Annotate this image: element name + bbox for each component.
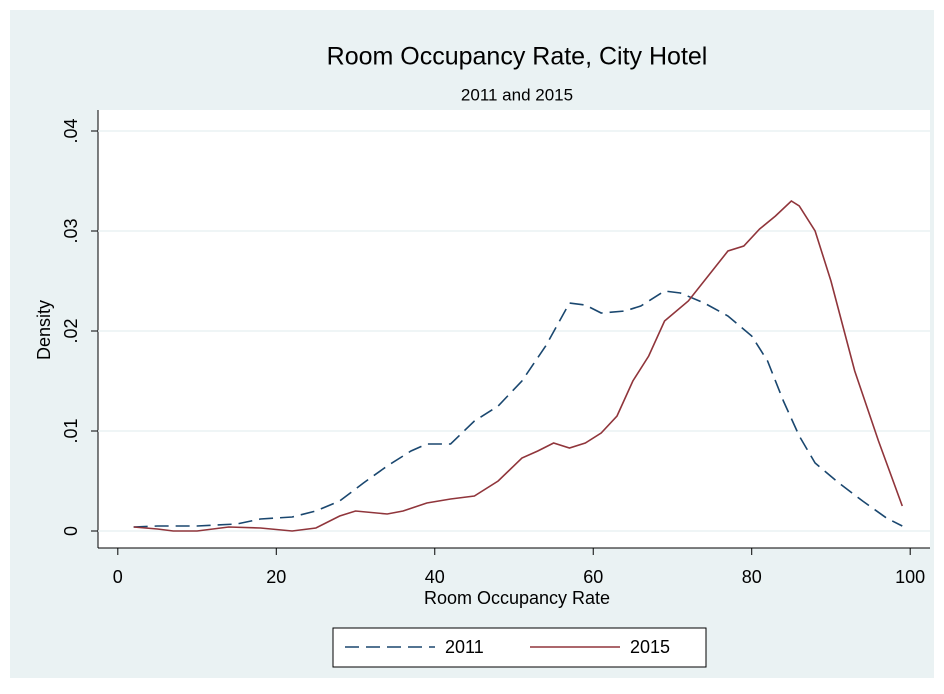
x-tick-label: 100 — [895, 567, 925, 587]
series-line — [133, 199, 904, 532]
y-tick-label: .03 — [61, 218, 81, 243]
legend-label: 2015 — [630, 637, 670, 657]
chart-title: Room Occupancy Rate, City Hotel — [327, 43, 708, 71]
plot-area — [98, 110, 930, 548]
x-tick-label: 60 — [583, 567, 603, 587]
x-tick-label: 40 — [425, 567, 445, 587]
y-tick-label: .02 — [61, 318, 81, 343]
x-tick-label: 0 — [113, 567, 123, 587]
y-tick-label: .04 — [61, 118, 81, 143]
y-axis-label: Density — [34, 300, 54, 360]
chart-subtitle: 2011 and 2015 — [461, 85, 573, 104]
x-axis-label: Room Occupancy Rate — [424, 588, 610, 608]
y-tick-label: .01 — [61, 418, 81, 443]
x-tick-label: 80 — [742, 567, 762, 587]
x-tick-label: 20 — [266, 567, 286, 587]
series-line — [133, 290, 903, 528]
legend-label: 2011 — [445, 637, 484, 657]
y-tick-label: 0 — [61, 526, 81, 536]
